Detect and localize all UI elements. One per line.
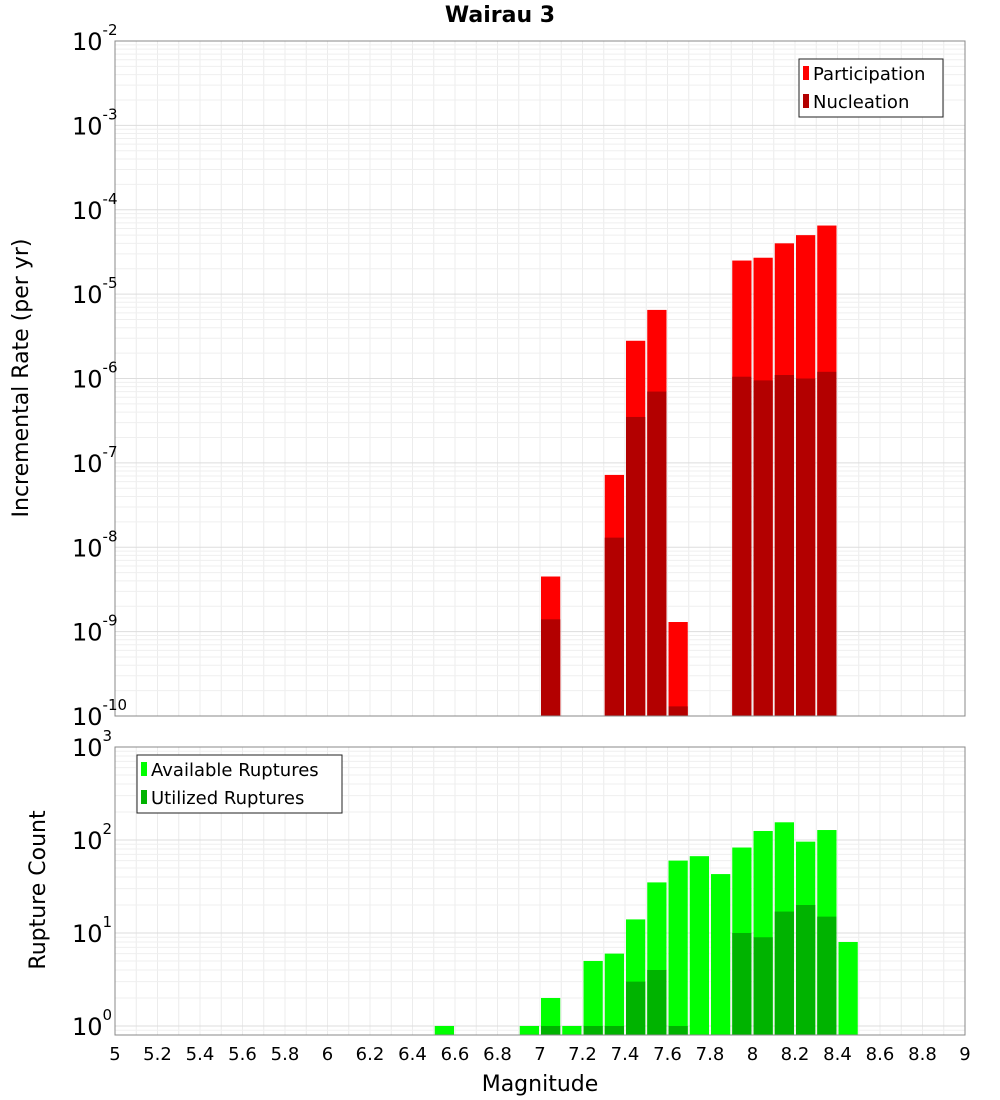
count-bar-available-ruptures-5 xyxy=(604,953,624,1035)
x-tick-label: 6.4 xyxy=(398,1044,427,1065)
rate-bar-nucleation-3 xyxy=(647,391,667,716)
rate-bar-nucleation-8 xyxy=(796,378,816,716)
count-bar-utilized-ruptures-10 xyxy=(817,916,837,1035)
count-legend: Available Ruptures Utilized Ruptures xyxy=(136,754,343,814)
rupture-count-plot: 103 102 101 100 5 5.2 5.4 5.6 5.8 6 6.2 6.4 6.6 6.8 7 7… xyxy=(72,727,971,1065)
x-tick-label: 6 xyxy=(322,1044,333,1065)
rate-bar-participation-4 xyxy=(668,622,688,716)
rate-bar-nucleation-4 xyxy=(668,706,688,716)
count-bar-utilized-ruptures-7 xyxy=(753,937,773,1035)
rate-bar-nucleation-9 xyxy=(817,371,837,716)
x-tick-label: 5.6 xyxy=(228,1044,257,1065)
x-tick-label: 5.4 xyxy=(186,1044,215,1065)
count-bar-available-ruptures-3 xyxy=(562,1025,582,1035)
count-bar-utilized-ruptures-5 xyxy=(668,1025,688,1035)
rate-bar-nucleation-1 xyxy=(604,537,624,716)
legend-label: Nucleation xyxy=(813,92,909,113)
y-tick-label: 10-2 xyxy=(72,21,118,56)
x-tick-label: 5.8 xyxy=(271,1044,300,1065)
y-tick-label: 10-4 xyxy=(72,190,118,225)
count-bar-available-ruptures-16 xyxy=(838,942,858,1035)
y-tick-label: 10-9 xyxy=(72,612,118,647)
rate-legend-box xyxy=(798,58,944,118)
x-tick-label: 8.8 xyxy=(908,1044,937,1065)
legend-label: Available Ruptures xyxy=(151,760,319,781)
count-bar-utilized-ruptures-8 xyxy=(774,911,794,1035)
count-bar-utilized-ruptures-6 xyxy=(732,932,752,1035)
legend-swatch xyxy=(803,94,809,108)
y-tick-label: 10-10 xyxy=(72,696,127,731)
y-tick-label: 10-8 xyxy=(72,527,118,562)
x-tick-label: 8 xyxy=(747,1044,758,1065)
x-tick-label: 8.2 xyxy=(781,1044,810,1065)
rate-legend: Participation Nucleation xyxy=(798,58,944,118)
x-tick-label: 7.4 xyxy=(611,1044,640,1065)
count-y-axis-label: Rupture Count xyxy=(26,810,51,970)
legend-swatch xyxy=(803,66,809,80)
y-tick-label: 10-7 xyxy=(72,443,118,478)
count-grid xyxy=(114,746,966,1036)
count-bar-utilized-ruptures-2 xyxy=(604,1025,624,1035)
y-tick-label: 103 xyxy=(72,727,112,762)
x-tick-label: 9 xyxy=(959,1044,970,1065)
count-bar-available-ruptures-0 xyxy=(434,1025,454,1035)
y-tick-label: 100 xyxy=(72,1006,112,1041)
count-bar-utilized-ruptures-0 xyxy=(541,1025,561,1035)
y-tick-label: 10-5 xyxy=(72,274,118,309)
count-bar-utilized-ruptures-4 xyxy=(647,969,667,1035)
x-ticks: 5 5.2 5.4 5.6 5.8 6 6.2 6.4 6.6 6.8 7 7.2 7.4 7.6 7.8 8… xyxy=(109,1044,970,1065)
x-axis-label: Magnitude xyxy=(482,1072,599,1097)
count-bar-available-ruptures-1 xyxy=(519,1025,539,1035)
count-bar-available-ruptures-2 xyxy=(541,997,561,1035)
count-bar-available-ruptures-9 xyxy=(689,856,709,1035)
x-tick-label: 8.4 xyxy=(823,1044,852,1065)
count-bars xyxy=(434,822,858,1035)
x-tick-label: 6.2 xyxy=(356,1044,385,1065)
x-tick-label: 8.6 xyxy=(866,1044,895,1065)
count-legend-box xyxy=(136,754,343,814)
y-tick-label: 10-3 xyxy=(72,105,118,140)
legend-label: Participation xyxy=(813,64,925,85)
rate-plot-border xyxy=(114,40,966,717)
rate-bar-nucleation-6 xyxy=(753,380,773,716)
count-bar-utilized-ruptures-9 xyxy=(796,904,816,1035)
rate-bar-nucleation-2 xyxy=(626,416,646,716)
count-bar-utilized-ruptures-3 xyxy=(626,981,646,1035)
x-tick-label: 7.8 xyxy=(696,1044,725,1065)
y-tick-label: 10-6 xyxy=(72,359,118,394)
count-bar-available-ruptures-4 xyxy=(583,960,603,1035)
rate-plot: 10-2 10-3 10-4 10-5 10-6 10-7 10-8 10-9 10-10 Par… xyxy=(72,21,966,731)
x-tick-label: 7.2 xyxy=(568,1044,597,1065)
count-bar-available-ruptures-10 xyxy=(711,874,731,1035)
rate-y-ticks: 10-2 10-3 10-4 10-5 10-6 10-7 10-8 10-9 10-10 xyxy=(72,21,127,731)
count-bar-utilized-ruptures-1 xyxy=(583,1025,603,1035)
x-tick-label: 6.8 xyxy=(483,1044,512,1065)
count-y-ticks: 103 102 101 100 xyxy=(72,727,112,1041)
x-tick-label: 6.6 xyxy=(441,1044,470,1065)
x-tick-label: 5 xyxy=(109,1044,120,1065)
rate-bar-nucleation-5 xyxy=(732,376,752,716)
rate-y-axis-label: Incremental Rate (per yr) xyxy=(9,239,34,518)
legend-label: Utilized Ruptures xyxy=(151,788,304,809)
legend-swatch xyxy=(141,762,147,776)
chart-title: Wairau 3 xyxy=(445,3,555,28)
x-tick-label: 5.2 xyxy=(143,1044,172,1065)
count-plot-border xyxy=(114,746,966,1036)
x-tick-label: 7.6 xyxy=(653,1044,682,1065)
rate-bar-nucleation-0 xyxy=(541,619,561,716)
rate-bar-nucleation-7 xyxy=(774,375,794,716)
rate-bars xyxy=(541,225,837,717)
rate-grid xyxy=(114,40,966,717)
x-tick-label: 7 xyxy=(534,1044,545,1065)
legend-swatch xyxy=(141,790,147,804)
y-tick-label: 102 xyxy=(72,820,112,855)
count-bar-available-ruptures-8 xyxy=(668,860,688,1035)
y-tick-label: 101 xyxy=(72,913,112,948)
